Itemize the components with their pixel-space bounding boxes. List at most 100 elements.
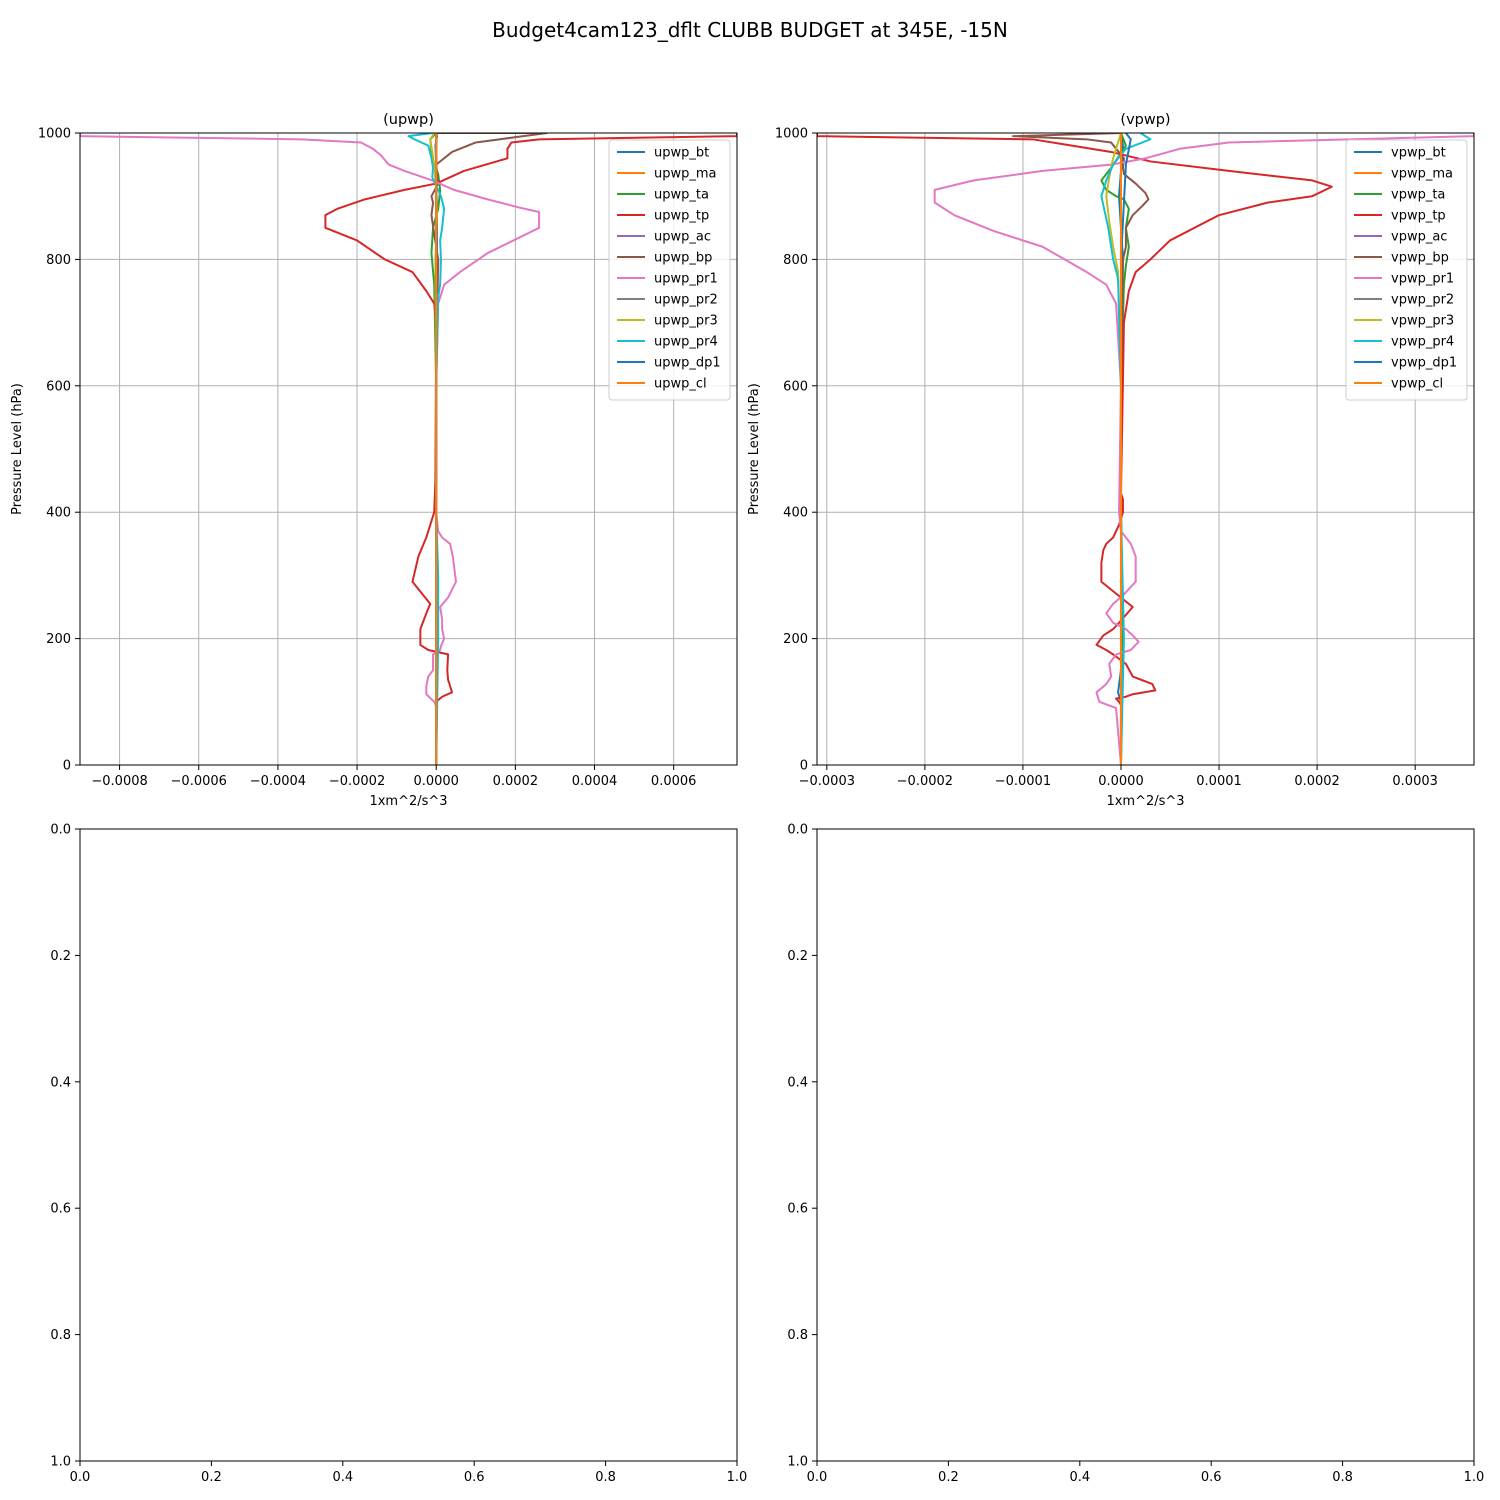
x-tick-label: 0.2	[201, 1470, 222, 1485]
x-tick-label: −0.0006	[171, 774, 227, 789]
x-tick-label: 0.4	[332, 1470, 353, 1485]
legend-label: vpwp_dp1	[1391, 356, 1457, 371]
y-tick-label: 0.6	[787, 1202, 808, 1217]
legend-label: vpwp_ta	[1391, 188, 1445, 203]
y-tick-label: 0.4	[50, 1075, 71, 1090]
y-tick-label: 0	[63, 759, 71, 774]
x-tick-label: 0.0006	[651, 774, 697, 789]
legend-label: vpwp_pr4	[1391, 335, 1454, 350]
x-tick-label: −0.0004	[250, 774, 306, 789]
y-tick-label: 0.8	[50, 1328, 71, 1343]
empty-panel-bottom-left: 0.0 0.2 0.4 0.6 0.8 1.00.00.20.40.60.81.0	[50, 823, 747, 1486]
y-tick-label: 800	[46, 253, 71, 268]
legend-label: vpwp_pr3	[1391, 314, 1454, 329]
panel-title: (upwp)	[383, 112, 434, 128]
vpwp-panel: −0.0003 −0.0002 −0.0001 0.0000 0.0001 0.0002 0…	[747, 112, 1475, 809]
axes-frame	[816, 828, 1475, 1462]
y-tick-label: 600	[783, 379, 808, 394]
figure-title: Budget4cam123_dflt CLUBB BUDGET at 345E,…	[492, 18, 1008, 42]
legend-label: upwp_tp	[654, 209, 709, 224]
y-axis-label: Pressure Level (hPa)	[747, 383, 762, 515]
y-tick-label: 200	[783, 632, 808, 647]
legend-label: upwp_ma	[654, 167, 717, 182]
legend-label: upwp_cl	[654, 377, 707, 392]
x-tick-label: 0.2	[938, 1470, 959, 1485]
legend-label: upwp_bt	[654, 146, 709, 161]
y-tick-label: 0.0	[787, 823, 808, 838]
legend-label: upwp_pr1	[654, 272, 718, 287]
y-tick-label: 1.0	[50, 1455, 71, 1470]
series-line-vpwp_tp	[817, 133, 1333, 765]
x-tick-label: 0.0002	[493, 774, 539, 789]
y-tick-label: 600	[46, 379, 71, 394]
axes-frame	[79, 132, 738, 766]
y-tick-label: 1000	[775, 127, 808, 142]
y-tick-label: 0.8	[787, 1328, 808, 1343]
x-tick-label: −0.0002	[329, 774, 385, 789]
x-tick-label: 0.0000	[413, 774, 459, 789]
y-tick-label: 0.0	[50, 823, 71, 838]
x-tick-label: 0.6	[1201, 1470, 1222, 1485]
legend-label: upwp_bp	[654, 251, 712, 266]
series-group	[817, 133, 1474, 765]
panel-title: (vpwp)	[1120, 112, 1170, 128]
axes-frame	[79, 828, 738, 1462]
x-tick-label: 0.0004	[572, 774, 618, 789]
y-tick-label: 1000	[38, 127, 71, 142]
legend-box	[608, 139, 731, 401]
y-tick-label: 1.0	[787, 1455, 808, 1470]
series-group	[80, 133, 737, 765]
x-tick-label: −0.0008	[91, 774, 147, 789]
x-tick-label: 0.4	[1069, 1470, 1090, 1485]
x-tick-label: 0.0000	[1098, 774, 1144, 789]
empty-panel-bottom-right: 0.0 0.2 0.4 0.6 0.8 1.00.00.20.40.60.81.0	[787, 823, 1484, 1486]
legend: vpwp_bt vpwp_ma vpwp_ta vpwp_tp vpwp_ac vpwp_…	[1345, 139, 1468, 401]
x-tick-label: −0.0002	[897, 774, 953, 789]
x-tick-label: −0.0001	[995, 774, 1051, 789]
legend-label: vpwp_pr2	[1391, 293, 1454, 308]
x-tick-label: 0.6	[464, 1470, 485, 1485]
x-tick-label: 0.0002	[1294, 774, 1340, 789]
legend-label: vpwp_bt	[1391, 146, 1446, 161]
legend-label: vpwp_pr1	[1391, 272, 1454, 287]
x-tick-label: 0.0	[807, 1470, 828, 1485]
x-tick-label: 0.0003	[1392, 774, 1438, 789]
y-tick-label: 0.2	[787, 949, 808, 964]
x-tick-label: 0.0001	[1196, 774, 1242, 789]
x-tick-label: 0.0	[70, 1470, 91, 1485]
y-tick-label: 0.2	[50, 949, 71, 964]
y-axis-label: Pressure Level (hPa)	[10, 383, 25, 515]
legend-label: upwp_pr4	[654, 335, 718, 350]
legend-label: upwp_dp1	[654, 356, 721, 371]
legend-box	[1345, 139, 1468, 401]
x-tick-label: −0.0003	[799, 774, 855, 789]
axes-frame	[816, 132, 1475, 766]
x-axis-label: 1xm^2/s^3	[1106, 794, 1184, 809]
y-tick-label: 0.4	[787, 1075, 808, 1090]
y-tick-label: 200	[46, 632, 71, 647]
legend-label: upwp_ta	[654, 188, 709, 203]
legend-label: upwp_ac	[654, 230, 711, 245]
upwp-panel: −0.0008 −0.0006 −0.0004 −0.0002 0.0000 0.0002…	[10, 112, 738, 809]
y-tick-label: 0	[800, 759, 808, 774]
legend-label: vpwp_bp	[1391, 251, 1449, 266]
legend: upwp_bt upwp_ma upwp_ta upwp_tp upwp_ac upwp_…	[608, 139, 731, 401]
y-tick-label: 400	[46, 506, 71, 521]
legend-label: vpwp_ma	[1391, 167, 1453, 182]
x-axis-label: 1xm^2/s^3	[369, 794, 447, 809]
x-tick-label: 1.0	[1464, 1470, 1485, 1485]
x-tick-label: 0.8	[1332, 1470, 1353, 1485]
legend-label: upwp_pr3	[654, 314, 718, 329]
y-tick-label: 400	[783, 506, 808, 521]
x-tick-label: 1.0	[727, 1470, 748, 1485]
x-tick-label: 0.8	[595, 1470, 616, 1485]
y-tick-label: 800	[783, 253, 808, 268]
legend-label: vpwp_ac	[1391, 230, 1447, 245]
legend-label: vpwp_cl	[1391, 377, 1443, 392]
legend-label: upwp_pr2	[654, 293, 718, 308]
subplot-grid: −0.0008 −0.0006 −0.0004 −0.0002 0.0000 0.0002…	[10, 112, 1484, 1485]
series-line-vpwp_pr1	[933, 133, 1474, 765]
y-tick-label: 0.6	[50, 1202, 71, 1217]
